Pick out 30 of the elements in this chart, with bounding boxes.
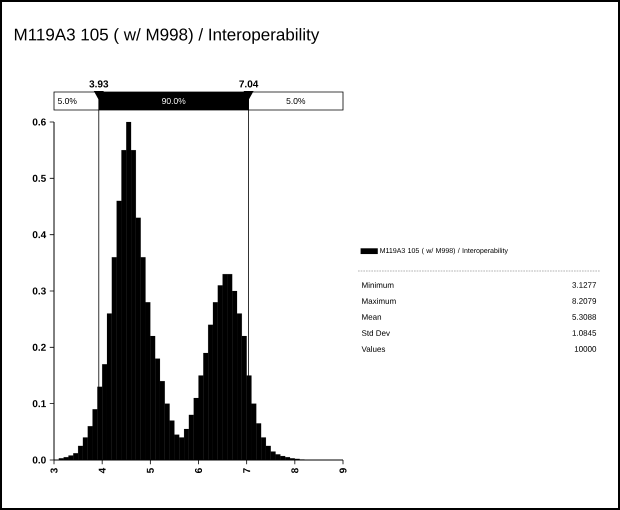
text: 10000 [574,346,596,352]
text: 5.0% [286,98,306,104]
x-tick-label: 7 [243,468,250,473]
y-tick-label: 0.6 [32,118,46,126]
text: 90.0% [162,98,186,104]
text: Values [362,346,386,352]
text: 8.2079 [572,298,596,304]
text: Maximum [362,298,396,304]
x-tick-label: 3 [50,468,58,474]
x-tick-label: 4 [98,468,106,474]
y-tick-label: 0.0 [32,456,46,464]
text: 3.1277 [572,282,596,288]
y-tick-label: 0.2 [32,344,46,351]
ref-line-label: 7.04 [239,80,258,88]
x-tick-label: 9 [339,468,347,474]
y-tick-label: 0.4 [32,231,46,238]
chart-title: M119A3 105 ( w/ M998) / Interoperability [14,28,320,44]
y-tick-label: 0.1 [32,400,46,408]
text: Std Dev [362,330,390,336]
ref-line-label: 3.93 [89,80,108,88]
text: Mean [362,314,382,320]
text: 1.0845 [572,330,596,336]
text: 5.3088 [572,314,596,320]
x-tick-label: 5 [146,468,154,474]
y-tick-label: 0.3 [32,287,46,295]
x-tick-label: 6 [194,468,202,473]
y-tick-label: 0.5 [32,174,46,182]
text: 5.0% [58,98,77,104]
x-tick-label: 8 [291,468,298,474]
text: Minimum [362,282,394,288]
